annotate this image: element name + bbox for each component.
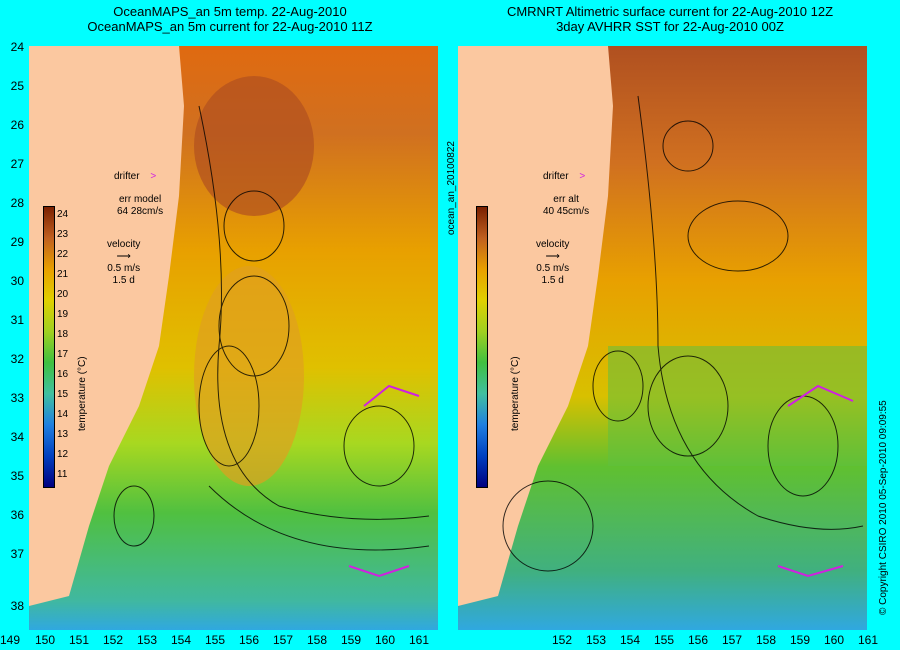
x-tick: 155 xyxy=(653,633,675,647)
colorbar-tick: 14 xyxy=(57,409,69,420)
right-title-line2: 3day AVHRR SST for 22-Aug-2010 00Z xyxy=(556,19,784,34)
err-label: err alt xyxy=(553,194,579,205)
x-tick: 160 xyxy=(374,633,396,647)
velocity-days: 1.5 d xyxy=(112,275,135,286)
drifter-arrow-icon: > xyxy=(579,171,586,182)
drifter-legend: drifter > xyxy=(114,171,156,183)
drifter-tracks xyxy=(777,384,854,578)
colorbar-tick: 19 xyxy=(57,309,69,320)
velocity-label: velocity xyxy=(536,239,570,250)
y-tick: 37 xyxy=(10,547,24,561)
x-tick: 156 xyxy=(687,633,709,647)
colorbar-label: temperature (°C) xyxy=(510,356,521,431)
x-tick: 158 xyxy=(755,633,777,647)
x-tick: 153 xyxy=(136,633,158,647)
colorbar-tick: 15 xyxy=(57,389,69,400)
x-tick: 149 xyxy=(0,633,21,647)
colorbar xyxy=(476,206,488,488)
colorbar-tick: 13 xyxy=(57,429,69,440)
x-tick: 158 xyxy=(306,633,328,647)
drifter-legend: drifter > xyxy=(543,171,585,183)
velocity-legend: velocity ⟶ 0.5 m/s 1.5 d xyxy=(536,239,569,287)
left-map-panel: drifter > err model 64 28cm/s velocity ⟶… xyxy=(29,46,438,630)
x-tick: 151 xyxy=(68,633,90,647)
velocity-label: velocity xyxy=(107,239,141,250)
y-tick: 31 xyxy=(10,313,24,327)
colorbar-tick: 20 xyxy=(57,289,69,300)
x-tick: 150 xyxy=(34,633,56,647)
y-tick: 27 xyxy=(10,157,24,171)
right-map xyxy=(458,46,867,630)
right-map-panel: drifter > err alt 40 45cm/s velocity ⟶ 0… xyxy=(458,46,867,630)
err-label: err model xyxy=(118,194,162,205)
err-legend: err alt 40 45cm/s xyxy=(543,194,589,218)
x-tick: 159 xyxy=(789,633,811,647)
colorbar-tick: 21 xyxy=(57,269,69,280)
y-tick: 28 xyxy=(10,196,24,210)
x-tick: 153 xyxy=(585,633,607,647)
x-tick: 159 xyxy=(340,633,362,647)
drifter-label: drifter xyxy=(114,171,140,182)
left-title: OceanMAPS_an 5m temp. 22-Aug-2010 OceanM… xyxy=(10,4,450,34)
drifter-label: drifter xyxy=(543,171,569,182)
velocity-arrow-icon: ⟶ xyxy=(545,251,560,262)
colorbar-tick: 17 xyxy=(57,349,69,360)
warm-eddy xyxy=(194,76,314,216)
x-tick: 152 xyxy=(551,633,573,647)
x-tick: 156 xyxy=(238,633,260,647)
cool-water-band xyxy=(608,346,867,466)
current-streamlines xyxy=(502,95,864,572)
velocity-legend: velocity ⟶ 0.5 m/s 1.5 d xyxy=(107,239,140,287)
y-tick: 36 xyxy=(10,508,24,522)
colorbar-tick: 12 xyxy=(57,449,69,460)
velocity-arrow-icon: ⟶ xyxy=(116,251,131,262)
x-tick: 157 xyxy=(721,633,743,647)
x-tick: 161 xyxy=(408,633,430,647)
left-map xyxy=(29,46,438,630)
land-area xyxy=(29,46,184,606)
right-title-line1: CMRNRT Altimetric surface current for 22… xyxy=(506,4,834,19)
colorbar-label: temperature (°C) xyxy=(77,356,88,431)
drifter-tracks xyxy=(348,384,420,578)
colorbar xyxy=(43,206,55,488)
colorbar-tick: 18 xyxy=(57,329,69,340)
x-tick: 154 xyxy=(619,633,641,647)
drifter-arrow-icon: > xyxy=(150,171,157,182)
x-tick: 157 xyxy=(272,633,294,647)
colorbar-tick: 23 xyxy=(57,229,69,240)
left-title-line2: OceanMAPS_an 5m current for 22-Aug-2010 … xyxy=(87,19,373,34)
y-tick: 25 xyxy=(10,79,24,93)
err-legend: err model 64 28cm/s xyxy=(117,194,163,218)
land-area xyxy=(458,46,613,606)
x-tick: 155 xyxy=(204,633,226,647)
x-tick: 152 xyxy=(102,633,124,647)
y-tick: 32 xyxy=(10,352,24,366)
velocity-scale: 0.5 m/s xyxy=(536,263,570,274)
x-tick: 161 xyxy=(857,633,879,647)
colorbar-tick: 16 xyxy=(57,369,69,380)
y-tick: 35 xyxy=(10,469,24,483)
velocity-days: 1.5 d xyxy=(541,275,564,286)
err-value: 64 28cm/s xyxy=(117,206,164,217)
right-title: CMRNRT Altimetric surface current for 22… xyxy=(450,4,890,34)
y-tick: 33 xyxy=(10,391,24,405)
y-tick: 30 xyxy=(10,274,24,288)
y-tick: 24 xyxy=(10,40,24,54)
left-title-line1: OceanMAPS_an 5m temp. 22-Aug-2010 xyxy=(113,4,347,19)
copyright-label: © Copyright CSIRO 2010 05-Sep-2010 09:09… xyxy=(878,400,889,615)
colorbar-tick: 24 xyxy=(57,209,69,220)
y-tick: 26 xyxy=(10,118,24,132)
side-label: ocean_an_20100822 xyxy=(446,141,457,235)
colorbar-tick: 22 xyxy=(57,249,69,260)
current-streamlines xyxy=(113,105,430,551)
y-tick: 38 xyxy=(10,599,24,613)
x-tick: 160 xyxy=(823,633,845,647)
err-value: 40 45cm/s xyxy=(543,206,590,217)
velocity-scale: 0.5 m/s xyxy=(107,263,141,274)
colorbar-tick: 11 xyxy=(57,469,68,480)
x-tick: 154 xyxy=(170,633,192,647)
y-tick: 29 xyxy=(10,235,24,249)
y-tick: 34 xyxy=(10,430,24,444)
